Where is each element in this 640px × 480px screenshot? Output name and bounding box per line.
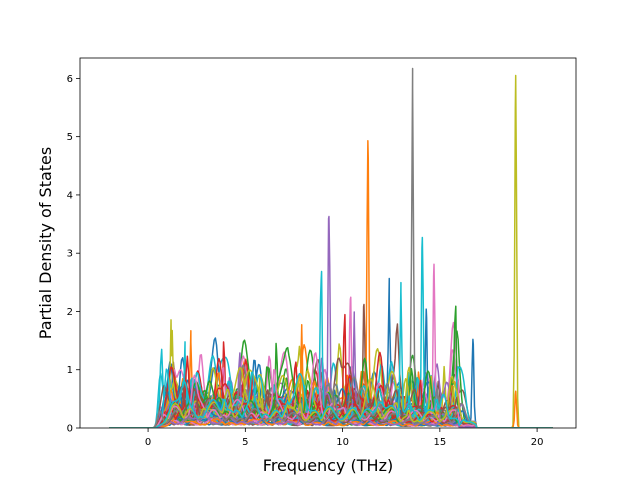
series-layer: [109, 67, 553, 428]
pdos-series-line: [109, 406, 553, 428]
y-tick-label: 6: [67, 74, 73, 85]
x-tick-label: 20: [531, 437, 544, 448]
y-axis-label: Partial Density of States: [36, 147, 55, 339]
x-tick-label: 5: [242, 437, 248, 448]
pdos-series-line: [109, 355, 553, 428]
y-tick-label: 5: [67, 132, 73, 143]
y-tick-label: 0: [67, 424, 73, 435]
pdos-series-line: [109, 385, 553, 428]
y-tick-label: 1: [67, 365, 73, 376]
x-tick-label: 10: [336, 437, 349, 448]
ticks-layer: 0 5 10 15 20 0 1 2 3 4 5 6: [67, 74, 544, 448]
y-tick-label: 2: [67, 307, 73, 318]
pdos-series-line: [109, 369, 553, 428]
plot-frame: [79, 57, 577, 429]
y-tick-label: 4: [67, 190, 73, 201]
pdos-series-line: [109, 346, 553, 428]
x-axis-label: Frequency (THz): [263, 456, 393, 475]
x-tick-label: 15: [433, 437, 446, 448]
y-tick-label: 3: [67, 249, 73, 260]
x-tick-label: 0: [145, 437, 151, 448]
pdos-series-line: [109, 281, 553, 428]
